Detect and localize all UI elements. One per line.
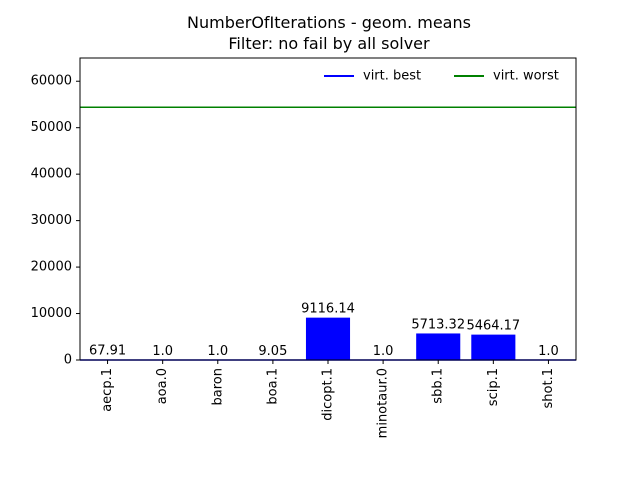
plot-background [80, 58, 576, 360]
x-tick-label-sbb.1: sbb.1 [431, 368, 446, 404]
data-label-boa.1: 9.05 [258, 344, 287, 359]
plot-border [79, 57, 577, 361]
y-tick-label-10000: 10000 [31, 306, 72, 321]
data-label-aoa.0: 1.0 [152, 344, 173, 359]
data-label-minotaur.0: 1.0 [373, 344, 394, 359]
x-tick-label-baron: baron [210, 368, 225, 405]
data-label-dicopt.1: 9116.14 [301, 302, 355, 317]
legend-label-virt-best: virt. best [363, 69, 421, 84]
bar-scip.1 [471, 334, 516, 360]
bars-group [85, 317, 571, 360]
x-tick-label-minotaur.0: minotaur.0 [376, 368, 391, 438]
data-label-aecp.1: 67.91 [89, 344, 126, 359]
data-label-baron: 1.0 [207, 344, 228, 359]
chart-subtitle: Filter: no fail by all solver [228, 34, 430, 53]
x-tick-label-aoa.0: aoa.0 [155, 368, 170, 404]
data-label-sbb.1: 5713.32 [411, 317, 465, 332]
x-tick-label-aecp.1: aecp.1 [100, 368, 115, 412]
legend: virt. best virt. worst [324, 69, 559, 84]
y-tick-label-40000: 40000 [31, 167, 72, 182]
x-axis: aecp.1 aoa.0 baron boa.1 dicopt.1 minotaur.0 s… [100, 360, 556, 438]
bar-sbb.1 [416, 333, 461, 360]
x-tick-label-boa.1: boa.1 [265, 368, 280, 405]
x-tick-label-shot.1: shot.1 [541, 368, 556, 408]
plot-area [80, 58, 576, 360]
y-tick-label-0: 0 [64, 353, 72, 368]
chart-title: NumberOfIterations - geom. means [187, 13, 471, 32]
x-tick-label-dicopt.1: dicopt.1 [321, 368, 336, 421]
y-tick-label-30000: 30000 [31, 213, 72, 228]
y-tick-label-60000: 60000 [31, 74, 72, 89]
y-tick-label-20000: 20000 [31, 260, 72, 275]
data-label-shot.1: 1.0 [538, 344, 559, 359]
data-labels-group: 67.91 1.0 1.0 9.05 9116.14 1.0 5713.32 5464.17 1… [89, 302, 559, 359]
bar-dicopt.1 [305, 317, 351, 360]
y-axis: 0 10000 20000 30000 40000 50000 60000 [31, 74, 80, 368]
data-label-scip.1: 5464.17 [466, 319, 520, 334]
y-tick-label-50000: 50000 [31, 120, 72, 135]
x-tick-label-scip.1: scip.1 [486, 368, 501, 406]
legend-label-virt-worst: virt. worst [493, 69, 559, 84]
